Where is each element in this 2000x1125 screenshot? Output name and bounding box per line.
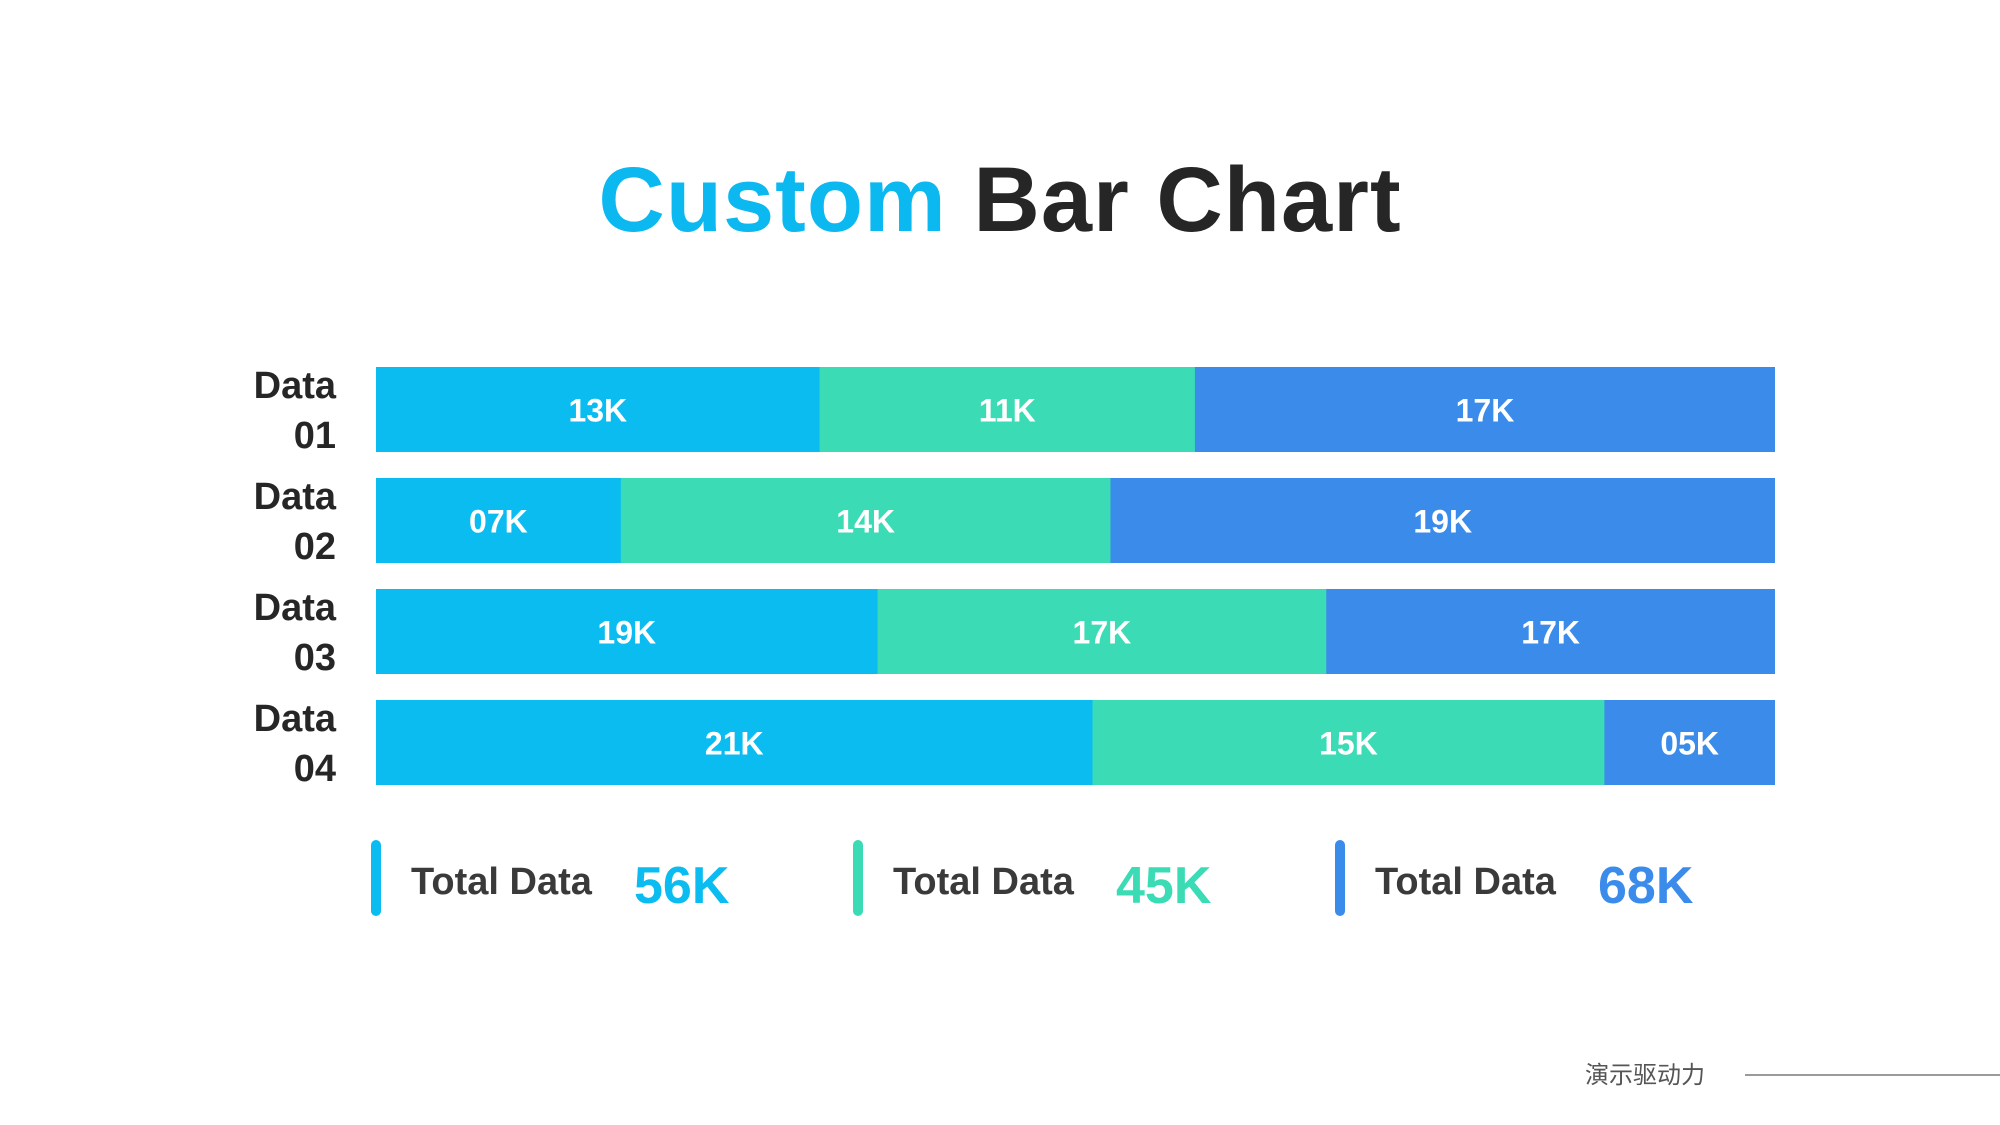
row-label-line2: 02: [294, 526, 336, 568]
total-label: Total Data: [411, 861, 593, 903]
bar-segment: [819, 367, 1196, 452]
bar-segment: [877, 589, 1327, 674]
bar-segment: [376, 700, 1094, 785]
chart-title-accent: Custom: [598, 149, 947, 251]
bar-segment: [376, 478, 622, 563]
row-label-line1: Data: [254, 365, 337, 407]
chart-title-rest: Bar Chart: [973, 149, 1402, 251]
bar-chart: Data 01 13K 11K 17K Data 02 07K 14K 19K Data 03 19K 1…: [254, 365, 1775, 916]
row-label-line2: 04: [294, 748, 336, 790]
bar-segment: [1092, 700, 1605, 785]
bar-value-label: 19K: [1413, 504, 1472, 540]
total-value: 56K: [634, 857, 730, 915]
row-label-line1: Data: [254, 587, 337, 629]
bar-value-label: 05K: [1660, 726, 1719, 762]
bar-segment: [1194, 367, 1775, 452]
bar-value-label: 19K: [597, 615, 656, 651]
bar-value-label: 17K: [1521, 615, 1580, 651]
footer-brand-text: 演示驱动力: [1585, 1061, 1705, 1089]
bar-segment: [1604, 700, 1775, 785]
footer-divider: [1745, 1074, 2000, 1076]
bar-value-label: 14K: [836, 504, 895, 540]
row-label-line1: Data: [254, 698, 337, 740]
bar-segment: [376, 367, 821, 452]
bar-value-label: 15K: [1319, 726, 1378, 762]
bar-value-label: 13K: [568, 393, 627, 429]
row-label-line1: Data: [254, 476, 337, 518]
bar-value-label: 17K: [1456, 393, 1515, 429]
chart-title: Custom Bar Chart: [0, 140, 2000, 260]
bar-value-label: 07K: [469, 504, 528, 540]
bar-value-label: 17K: [1073, 615, 1132, 651]
row-label-line2: 01: [294, 415, 336, 457]
total-accent-bar: [371, 840, 381, 916]
bar-value-label: 11K: [979, 393, 1036, 429]
bar-value-label: 21K: [705, 726, 764, 762]
total-accent-bar: [1335, 840, 1345, 916]
bar-segment: [376, 589, 879, 674]
total-value: 45K: [1116, 857, 1212, 915]
total-accent-bar: [853, 840, 863, 916]
bar-segment: [1110, 478, 1775, 563]
total-label: Total Data: [1375, 861, 1557, 903]
total-label: Total Data: [893, 861, 1075, 903]
bar-segment: [620, 478, 1111, 563]
total-value: 68K: [1598, 857, 1694, 915]
row-label-line2: 03: [294, 637, 336, 679]
bar-segment: [1326, 589, 1775, 674]
